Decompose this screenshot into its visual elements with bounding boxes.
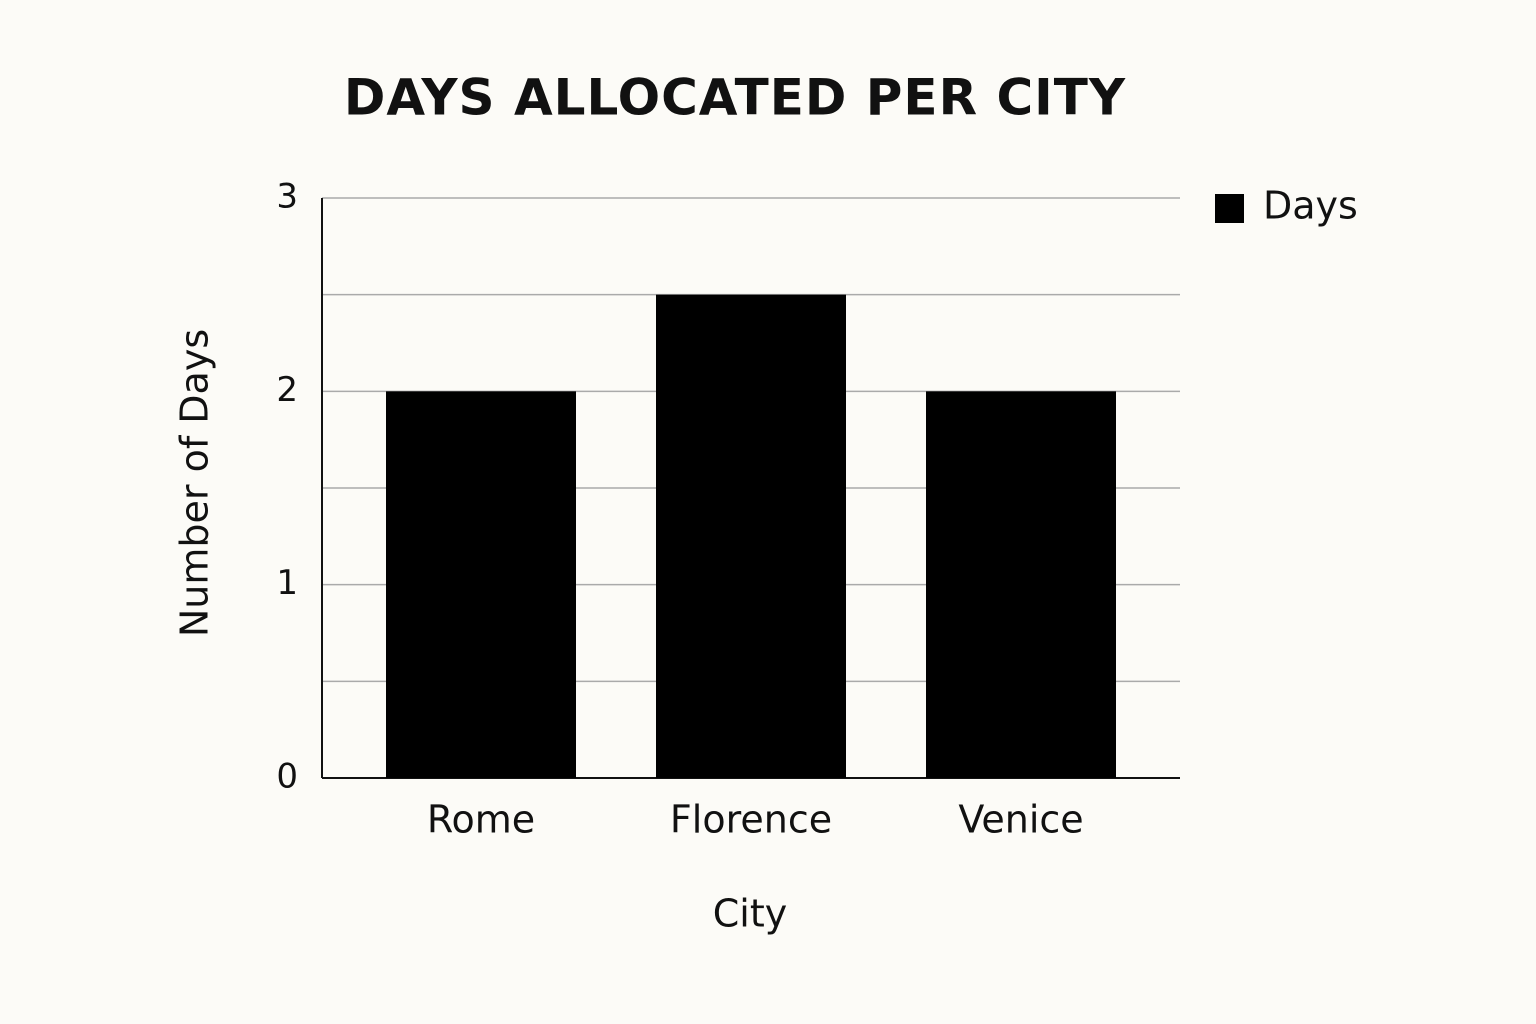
x-tick-label: Florence [670,798,832,842]
legend-swatch [1215,194,1244,223]
y-tick-label: 2 [276,370,298,410]
bar [926,391,1116,778]
y-tick-label: 3 [276,177,298,217]
x-axis-title: City [713,892,787,936]
legend-label: Days [1263,184,1358,228]
y-tick-label: 0 [276,757,298,797]
bar [386,391,576,778]
bar [656,294,846,778]
y-tick-label: 1 [276,563,298,603]
x-tick-label: Rome [427,798,535,842]
chart-title: DAYS ALLOCATED PER CITY [344,69,1126,127]
y-axis-title: Number of Days [173,329,217,637]
x-tick-label: Venice [958,798,1083,842]
